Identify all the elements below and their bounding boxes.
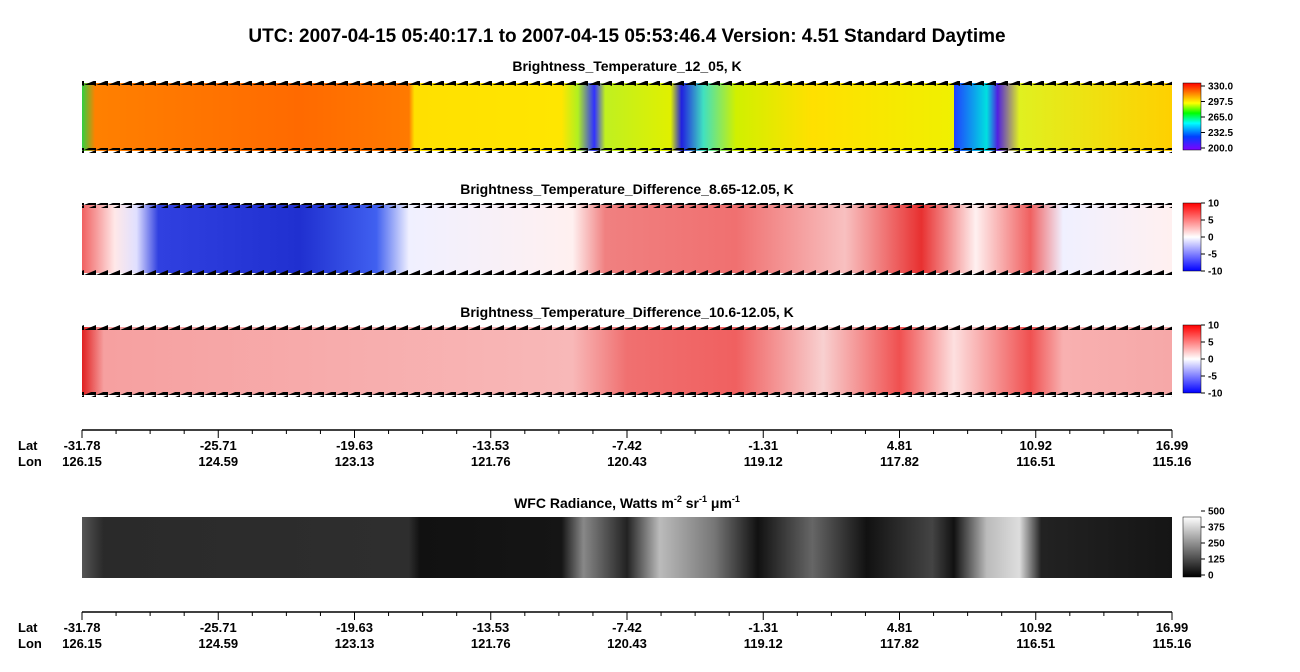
colorbar-label: 297.5 — [1208, 97, 1233, 108]
colorbar — [1182, 516, 1202, 578]
bt-image — [82, 83, 1172, 151]
panel-title: WFC Radiance, Watts m-2 sr-1 μm-1 — [514, 494, 740, 511]
lat-label: -7.42 — [612, 620, 642, 635]
lon-label: 123.13 — [335, 636, 375, 651]
edge — [82, 203, 1172, 208]
row-label: Lat — [18, 620, 38, 635]
title-text: WFC Radiance, Watts m — [514, 495, 674, 511]
lat-label: -1.31 — [748, 620, 778, 635]
lon-label: 123.13 — [335, 454, 375, 469]
colorbar-label: -10 — [1208, 389, 1223, 400]
edge — [82, 392, 1172, 397]
lon-label: 119.12 — [744, 454, 783, 469]
btd-image — [82, 327, 1172, 395]
superscript: -1 — [732, 494, 740, 504]
colorbar-label: 232.5 — [1208, 128, 1233, 139]
lon-label: 115.16 — [1152, 636, 1191, 651]
lat-label: 10.92 — [1019, 620, 1052, 635]
lon-label: 121.76 — [471, 636, 511, 651]
lat-label: -31.78 — [64, 438, 101, 453]
colorbar-label: -5 — [1208, 372, 1217, 383]
colorbar-label: -5 — [1208, 250, 1217, 261]
page-title: UTC: 2007-04-15 05:40:17.1 to 2007-04-15… — [248, 26, 1005, 47]
lon-label: 117.82 — [880, 636, 919, 651]
lon-label: 126.15 — [62, 636, 102, 651]
panel-title: Brightness_Temperature_Difference_8.65-1… — [460, 181, 794, 197]
lon-label: 119.12 — [744, 636, 783, 651]
colorbar-label: 265.0 — [1208, 113, 1233, 124]
colorbar — [1182, 324, 1202, 394]
lat-label: 16.99 — [1156, 620, 1189, 635]
colorbar-label: 10 — [1208, 199, 1220, 210]
colorbar-label: 250 — [1208, 539, 1225, 550]
lon-label: 120.43 — [607, 636, 647, 651]
lat-label: -25.71 — [200, 438, 237, 453]
colorbar-label: 125 — [1208, 555, 1225, 566]
colorbar-label: -10 — [1208, 267, 1223, 278]
edge — [82, 270, 1172, 275]
lon-label: 116.51 — [1016, 454, 1055, 469]
colorbar — [1182, 202, 1202, 272]
lon-label: 124.59 — [198, 636, 238, 651]
lat-label: -7.42 — [612, 438, 642, 453]
lon-label: 117.82 — [880, 454, 919, 469]
lat-label: -31.78 — [64, 620, 101, 635]
title-text: sr — [682, 495, 700, 511]
lon-label: 124.59 — [198, 454, 238, 469]
lat-label: -19.63 — [336, 438, 373, 453]
lat-label: 10.92 — [1019, 438, 1052, 453]
superscript: -2 — [674, 494, 682, 504]
row-label: Lat — [18, 438, 38, 453]
panel-title: Brightness_Temperature_12_05, K — [512, 58, 741, 74]
lat-label: -13.53 — [472, 438, 509, 453]
lat-label: -1.31 — [748, 438, 778, 453]
lon-label: 116.51 — [1016, 636, 1055, 651]
lon-label: 120.43 — [607, 454, 647, 469]
lat-label: -19.63 — [336, 620, 373, 635]
wfc-image — [82, 517, 1172, 578]
btd-image — [82, 205, 1172, 273]
colorbar-label: 5 — [1208, 216, 1214, 227]
colorbar-label: 10 — [1208, 321, 1220, 332]
lon-label: 121.76 — [471, 454, 511, 469]
row-label: Lon — [18, 636, 42, 651]
lat-label: 4.81 — [887, 438, 912, 453]
lat-label: -13.53 — [472, 620, 509, 635]
panel-title: Brightness_Temperature_Difference_10.6-1… — [460, 304, 794, 320]
colorbar-label: 5 — [1208, 338, 1214, 349]
row-label: Lon — [18, 454, 42, 469]
edge — [82, 81, 1172, 86]
lat-label: 16.99 — [1156, 438, 1189, 453]
colorbar-label: 0 — [1208, 571, 1214, 582]
colorbar-label: 375 — [1208, 523, 1225, 534]
edge — [82, 325, 1172, 330]
colorbar-label: 200.0 — [1208, 144, 1233, 155]
colorbar-label: 500 — [1208, 507, 1225, 518]
lat-label: 4.81 — [887, 620, 912, 635]
title-text: μm — [707, 495, 732, 511]
lat-label: -25.71 — [200, 620, 237, 635]
colorbar-label: 0 — [1208, 355, 1214, 366]
colorbar — [1182, 82, 1202, 151]
colorbar-label: 330.0 — [1208, 82, 1233, 93]
superscript: -1 — [699, 494, 707, 504]
lon-label: 115.16 — [1152, 454, 1191, 469]
edge — [82, 148, 1172, 153]
lon-label: 126.15 — [62, 454, 102, 469]
colorbar-label: 0 — [1208, 233, 1214, 244]
